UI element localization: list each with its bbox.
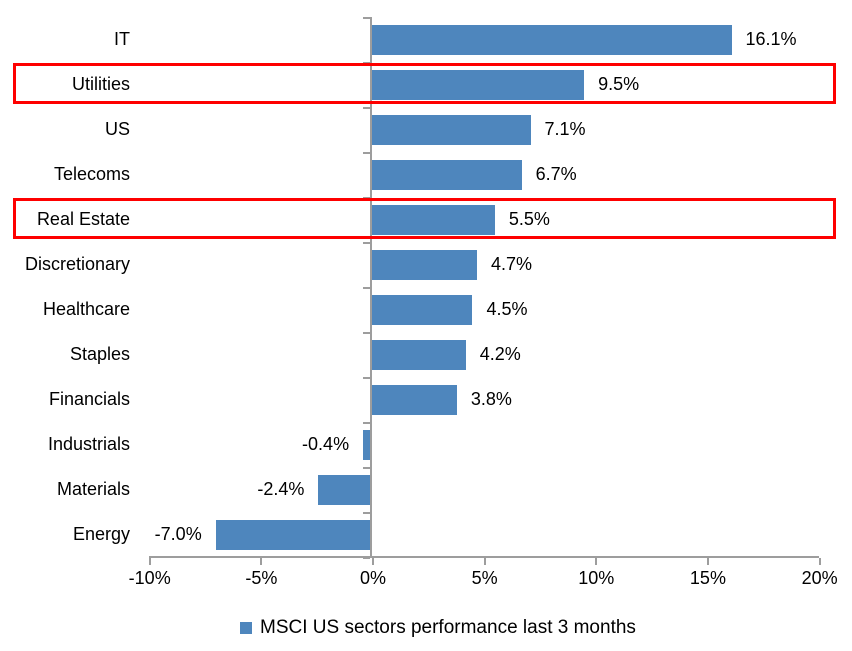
category-tick bbox=[363, 287, 370, 289]
data-label: 6.7% bbox=[535, 164, 577, 184]
x-tick-label: 20% bbox=[801, 568, 838, 588]
data-label: 5.5% bbox=[508, 209, 550, 229]
bar bbox=[372, 294, 473, 325]
x-tick bbox=[483, 558, 486, 565]
x-tick-label: 10% bbox=[578, 568, 615, 588]
x-tick bbox=[706, 558, 709, 565]
bar bbox=[215, 519, 372, 550]
data-label: -2.4% bbox=[257, 479, 305, 499]
highlight-box bbox=[13, 198, 836, 239]
bar bbox=[363, 429, 372, 460]
category-tick bbox=[363, 512, 370, 514]
bar bbox=[372, 339, 466, 370]
legend-label: MSCI US sectors performance last 3 month… bbox=[260, 617, 636, 638]
x-tick bbox=[148, 558, 151, 565]
category-tick bbox=[363, 107, 370, 109]
bar bbox=[372, 204, 495, 235]
category-label: Industrials bbox=[47, 434, 130, 454]
category-label: Telecoms bbox=[53, 164, 130, 184]
category-label: IT bbox=[114, 29, 130, 49]
data-label: 4.2% bbox=[479, 344, 521, 364]
data-label: 4.5% bbox=[486, 299, 528, 319]
category-tick bbox=[363, 422, 370, 424]
category-axis-line bbox=[370, 17, 372, 557]
category-label: Energy bbox=[72, 524, 130, 544]
category-label: Healthcare bbox=[42, 299, 130, 319]
category-label: Financials bbox=[48, 389, 130, 409]
value-axis-line bbox=[148, 556, 819, 558]
bar bbox=[372, 114, 531, 145]
x-tick-label: 0% bbox=[359, 568, 386, 588]
data-label: 7.1% bbox=[544, 119, 586, 139]
x-tick-label: -10% bbox=[128, 568, 171, 588]
data-label: 4.7% bbox=[490, 254, 532, 274]
bar bbox=[372, 69, 585, 100]
bar bbox=[372, 159, 522, 190]
legend: MSCI US sectors performance last 3 month… bbox=[240, 617, 636, 639]
bar bbox=[372, 24, 732, 55]
data-label: 9.5% bbox=[598, 74, 640, 94]
category-label: Real Estate bbox=[36, 209, 130, 229]
bar bbox=[318, 474, 372, 505]
category-tick bbox=[363, 152, 370, 154]
x-tick bbox=[818, 558, 821, 565]
data-label: -0.4% bbox=[302, 434, 350, 454]
category-label: Discretionary bbox=[24, 254, 130, 274]
x-tick bbox=[595, 558, 598, 565]
highlight-box bbox=[13, 63, 836, 104]
x-tick-label: 15% bbox=[689, 568, 726, 588]
x-tick bbox=[372, 558, 374, 565]
category-label: Materials bbox=[56, 479, 130, 499]
x-tick-label: 5% bbox=[471, 568, 498, 588]
data-label: -7.0% bbox=[154, 524, 202, 544]
category-tick bbox=[363, 242, 370, 244]
x-tick-label: -5% bbox=[245, 568, 278, 588]
category-label: US bbox=[104, 119, 130, 139]
category-tick bbox=[363, 557, 370, 559]
category-label: Staples bbox=[69, 344, 130, 364]
data-label: 16.1% bbox=[745, 29, 797, 49]
legend-marker-icon bbox=[240, 622, 252, 634]
category-tick bbox=[363, 332, 370, 334]
x-tick bbox=[260, 558, 263, 565]
category-tick bbox=[363, 17, 370, 19]
category-tick bbox=[363, 377, 370, 379]
category-label: Utilities bbox=[71, 74, 130, 94]
bar bbox=[372, 384, 457, 415]
category-tick bbox=[363, 467, 370, 469]
data-label: 3.8% bbox=[470, 389, 512, 409]
bar bbox=[372, 249, 477, 280]
